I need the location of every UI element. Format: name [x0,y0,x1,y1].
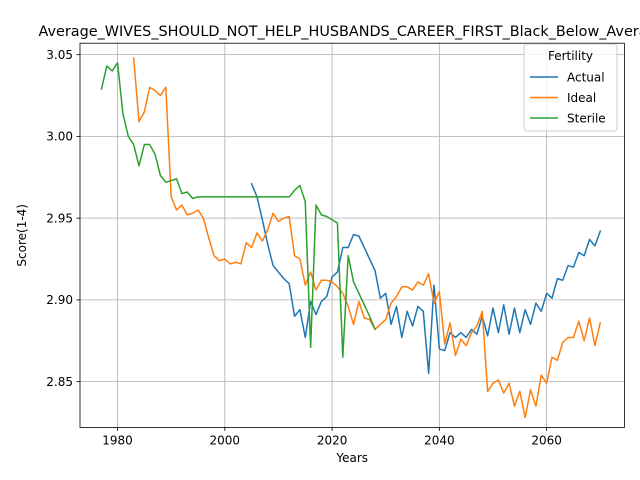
x-tick-label: 1980 [102,433,133,447]
y-tick-label: 2.90 [46,293,73,307]
legend-box [523,43,618,132]
x-axis-ticks: 1980 2000 2020 2040 2060 [102,427,562,447]
legend-label-sterile: Sterile [567,111,606,125]
y-axis-ticks: 2.85 2.90 2.95 3.00 3.05 [46,48,80,389]
x-tick-label: 2000 [210,433,241,447]
series-layer [100,57,602,419]
y-axis-label: Score(1-4) [15,204,29,267]
series-line-ideal [132,57,602,419]
x-tick-label: 2040 [424,433,455,447]
legend-label-ideal: Ideal [567,91,596,105]
x-axis-label: Years [335,451,368,465]
legend-title: Fertility [548,49,593,63]
y-tick-label: 2.85 [46,375,73,389]
y-tick-label: 3.05 [46,48,73,62]
legend: Fertility Actual Ideal Sterile [523,43,618,132]
chart-title: Average_WIVES_SHOULD_NOT_HELP_HUSBANDS_C… [38,24,640,40]
legend-label-actual: Actual [567,70,605,84]
x-tick-label: 2060 [531,433,562,447]
y-tick-label: 2.95 [46,211,73,225]
legend-items: Actual Ideal Sterile [530,70,606,125]
y-tick-label: 3.00 [46,130,73,144]
x-tick-label: 2020 [317,433,348,447]
series-line-sterile [100,62,376,358]
plot-frame [79,42,625,428]
